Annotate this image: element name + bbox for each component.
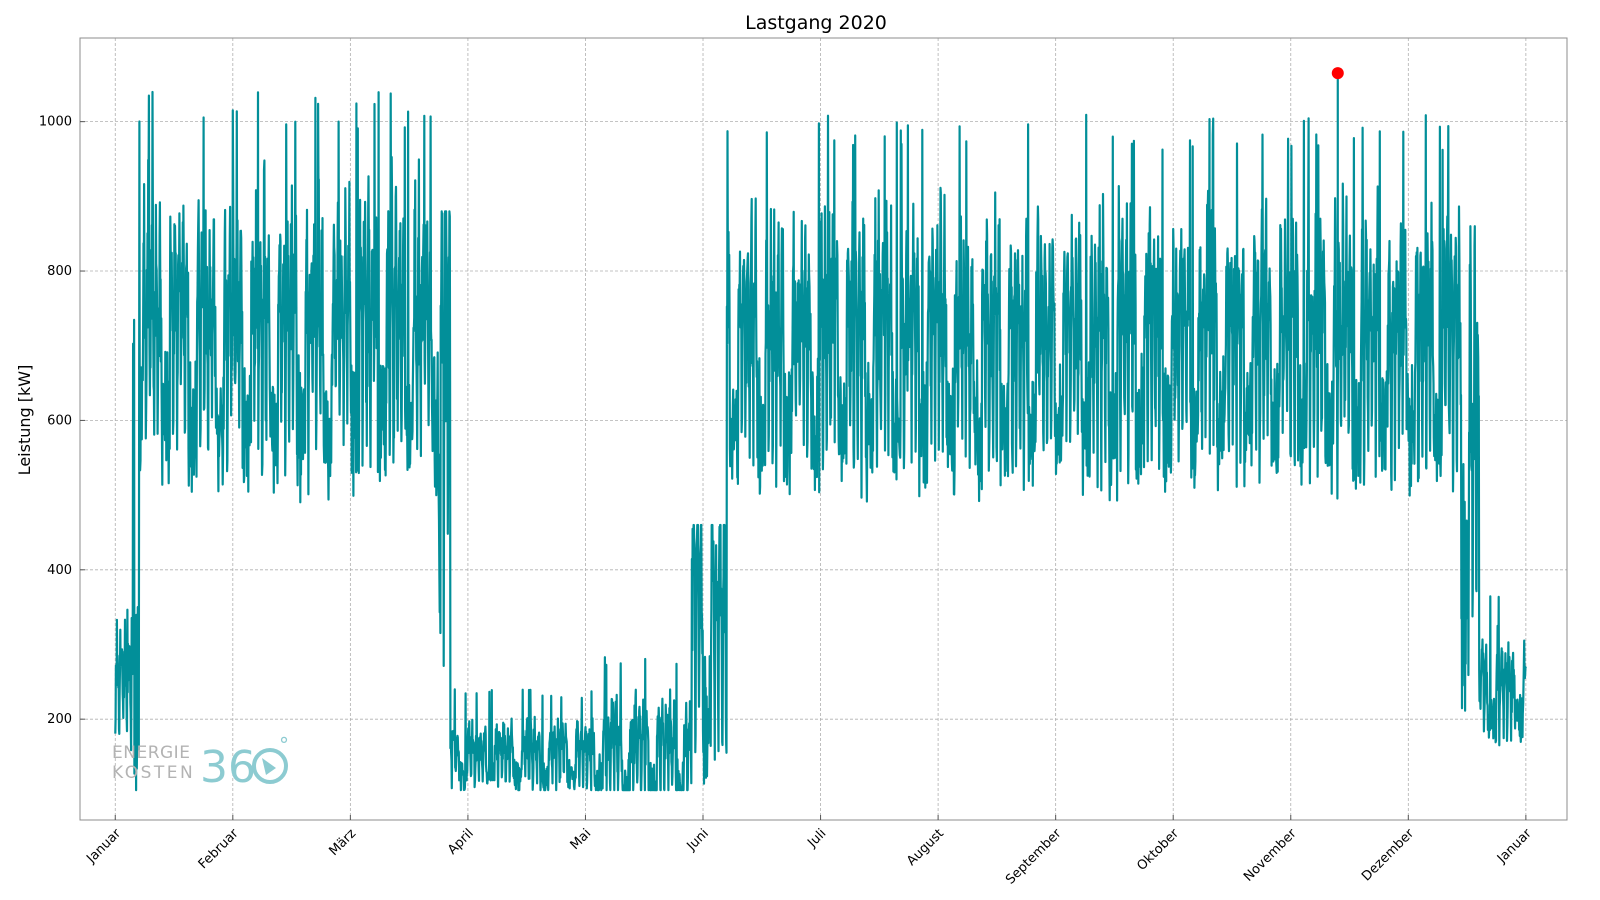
logo: ENERGIE KOSTEN 36 ° (112, 733, 289, 793)
plot-frame (79, 37, 1568, 821)
y-tick-label: 400 (47, 563, 72, 578)
x-tick-label: April (445, 826, 477, 858)
x-tick-label: November (1241, 826, 1300, 885)
logo-line-2: KOSTEN (112, 763, 195, 783)
logo-zero-icon (252, 748, 288, 784)
x-tick-label: Juli (804, 826, 829, 851)
x-tick-label: Mai (568, 826, 595, 853)
logo-degree: ° (279, 733, 289, 757)
peak-marker-layer (1331, 67, 1344, 331)
x-tick-label: Februar (196, 826, 242, 872)
x-tick-label: August (904, 826, 947, 869)
x-tick-label: September (1003, 826, 1065, 888)
x-tick-label: Januar (1494, 826, 1535, 867)
x-tick-label: März (326, 826, 359, 859)
y-tick-label: 1000 (39, 115, 72, 130)
x-tick-label: Oktober (1134, 826, 1182, 874)
x-tick-label: Dezember (1359, 826, 1418, 885)
x-tick-label: Januar (83, 826, 124, 867)
series-layer (114, 90, 1527, 792)
y-tick-label: 800 (47, 264, 72, 279)
peak-marker (1331, 67, 1344, 80)
load-series-line (114, 90, 1527, 792)
x-tick-labels: Januar Februar März April Mai Juni Juli August S… (83, 815, 1535, 888)
chart-title: Lastgang 2020 (745, 12, 887, 34)
y-tick-label: 600 (47, 413, 72, 428)
logo-number: 36 (200, 742, 256, 793)
logo-line-1: ENERGIE (112, 743, 190, 763)
y-axis-label: Leistung [kW] (15, 365, 34, 476)
logo-needle-icon (262, 758, 276, 775)
y-tick-label: 200 (47, 712, 72, 727)
y-tick-labels: 200 400 600 800 1000 (39, 115, 85, 727)
x-tick-label: Juni (684, 826, 712, 854)
